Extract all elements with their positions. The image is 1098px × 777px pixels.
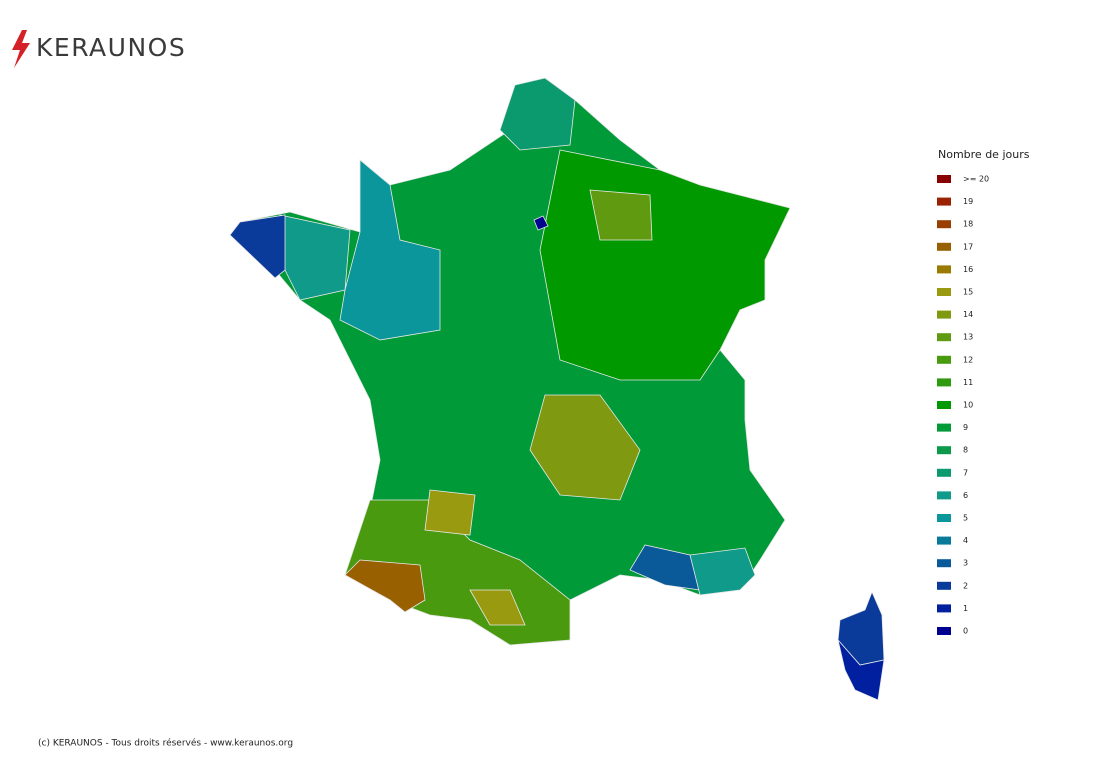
legend-swatch xyxy=(937,401,951,409)
region-center-south xyxy=(529,394,641,501)
legend-swatch xyxy=(937,604,951,613)
region-paris xyxy=(533,215,549,231)
legend-label: 11 xyxy=(963,378,973,387)
region-lot xyxy=(424,489,476,536)
legend-swatch xyxy=(937,514,951,522)
corsica-south xyxy=(837,639,885,701)
france-map xyxy=(229,77,885,701)
legend-label: 7 xyxy=(963,468,968,477)
logo-text: KERAUNOS xyxy=(36,33,186,62)
region-ariege xyxy=(469,589,526,626)
legend-label: 14 xyxy=(963,310,973,319)
legend-swatch xyxy=(937,265,951,274)
region-burgundy xyxy=(589,189,653,241)
legend-label: 6 xyxy=(963,491,968,500)
legend-swatch xyxy=(937,423,951,432)
legend-label: 12 xyxy=(963,355,973,364)
logo-bolt xyxy=(12,30,30,68)
legend-label: 4 xyxy=(963,536,968,545)
legend-swatch xyxy=(937,627,951,635)
legend-swatch xyxy=(937,536,951,545)
legend-label: 15 xyxy=(963,288,973,297)
legend-label: 0 xyxy=(963,627,968,636)
legend-swatch xyxy=(937,559,951,568)
legend-swatch xyxy=(937,446,951,455)
region-normandy xyxy=(339,159,441,341)
legend-label: 8 xyxy=(963,446,968,455)
legend-swatch xyxy=(937,288,951,296)
legend-label: 18 xyxy=(963,220,973,229)
legend-title: Nombre de jours xyxy=(938,148,1030,161)
legend-label: 17 xyxy=(963,242,973,251)
legend-swatch xyxy=(937,333,951,342)
legend-swatch xyxy=(937,175,951,183)
legend-label: 1 xyxy=(963,604,968,613)
legend-swatch xyxy=(937,355,951,364)
legend-swatch xyxy=(937,378,951,387)
legend-swatch xyxy=(937,242,951,251)
legend-swatch xyxy=(937,581,951,590)
legend-label: 5 xyxy=(963,514,968,523)
legend-swatch xyxy=(937,468,951,477)
logo: KERAUNOS xyxy=(12,30,186,68)
footer-text: (c) KERAUNOS - Tous droits réservés - ww… xyxy=(38,738,293,749)
legend-swatch xyxy=(937,491,951,500)
legend-label: 19 xyxy=(963,197,973,206)
legend-label: 16 xyxy=(963,265,973,274)
legend-swatch xyxy=(937,310,951,319)
region-var xyxy=(689,547,756,596)
legend-label: 13 xyxy=(963,333,973,342)
region-north xyxy=(499,77,576,151)
legend-swatch xyxy=(937,197,951,206)
region-finistere xyxy=(229,214,286,279)
region-east xyxy=(539,149,791,381)
legend-label: 2 xyxy=(963,581,968,590)
region-landes xyxy=(344,559,426,613)
legend-label: >= 20 xyxy=(963,175,989,184)
legend-swatch xyxy=(937,220,951,229)
legend-label: 3 xyxy=(963,559,968,568)
legend: Nombre de jours >= 201918171615141312111… xyxy=(937,148,1030,636)
legend-label: 9 xyxy=(963,423,968,432)
legend-label: 10 xyxy=(963,401,973,410)
